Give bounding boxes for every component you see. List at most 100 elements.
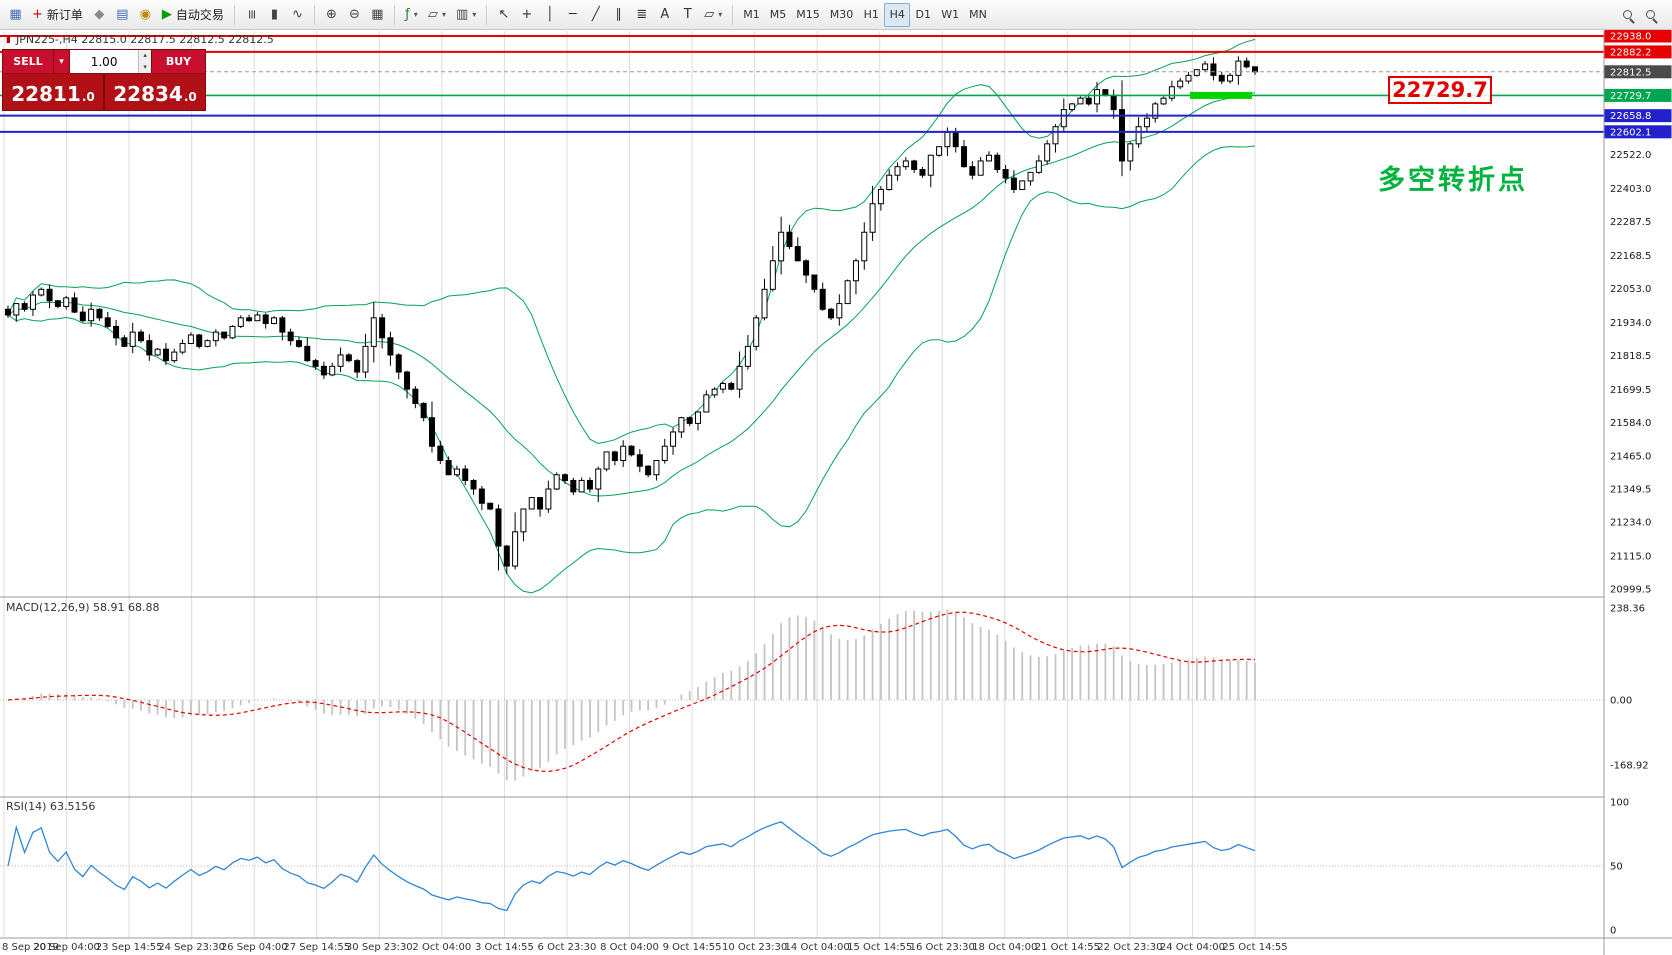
zoom-out-icon[interactable]: ⊖: [348, 7, 360, 22]
toolbar-separator: [233, 4, 235, 25]
svg-text:10 Oct 23:30: 10 Oct 23:30: [722, 942, 787, 953]
chart-window-icon[interactable]: ▦: [9, 7, 22, 22]
svg-text:2 Oct 04:00: 2 Oct 04:00: [412, 942, 471, 953]
svg-text:14 Oct 04:00: 14 Oct 04:00: [785, 942, 850, 953]
volume-decrease-button[interactable]: ▾: [139, 61, 151, 73]
volume-field[interactable]: ▴ ▾: [70, 50, 151, 73]
svg-text:22938.0: 22938.0: [1610, 32, 1651, 43]
toolbar-separator: [732, 4, 734, 25]
market-icon[interactable]: ▤: [116, 7, 129, 22]
chevron-down-icon: ▾: [718, 10, 723, 19]
one-click-trading-panel[interactable]: SELL ▾ ▴ ▾ BUY 22811.0 22834.0: [2, 49, 206, 111]
timeframe-m15[interactable]: M15: [796, 8, 820, 21]
svg-text:0: 0: [1610, 926, 1616, 937]
sell-button[interactable]: SELL: [3, 50, 53, 73]
svg-text:26 Sep 04:00: 26 Sep 04:00: [221, 942, 288, 953]
candlestick-icon[interactable]: ▮: [270, 7, 279, 22]
line-chart-icon[interactable]: ∿: [291, 7, 303, 22]
search-symbol-icon[interactable]: [1616, 3, 1639, 27]
chart-mini-icon: ▮: [6, 34, 11, 45]
svg-text:18 Oct 04:00: 18 Oct 04:00: [972, 942, 1037, 953]
timeframe-m5[interactable]: M5: [769, 8, 787, 21]
buy-button[interactable]: BUY: [152, 50, 205, 73]
sell-price[interactable]: 22811.0: [3, 74, 103, 110]
indicators-icon[interactable]: ƒ ▾: [405, 7, 418, 22]
price-annotation-box[interactable]: 22729.7: [1388, 76, 1492, 104]
chevron-down-icon: ▾: [441, 10, 446, 19]
data-window-icon[interactable]: [1639, 3, 1662, 27]
label-icon[interactable]: T: [683, 7, 692, 22]
toolbar-group-file: ▦ + 新订单 ◆ ▤ ◉ ▶ 自动交易: [4, 3, 229, 27]
shapes-icon[interactable]: ▱ ▾: [704, 7, 723, 22]
volume-increase-button[interactable]: ▴: [139, 50, 151, 62]
svg-text:8 Oct 04:00: 8 Oct 04:00: [600, 942, 659, 953]
timeframe-mn[interactable]: MN: [969, 8, 987, 21]
svg-text:21 Oct 14:55: 21 Oct 14:55: [1035, 942, 1100, 953]
volume-input[interactable]: [70, 50, 139, 73]
timeframe-m1[interactable]: M1: [743, 8, 760, 21]
svg-text:22053.0: 22053.0: [1610, 284, 1651, 295]
svg-text:22658.8: 22658.8: [1610, 111, 1651, 122]
rsi-indicator-label: RSI(14) 63.5156: [6, 800, 96, 813]
chevron-down-icon: ▾: [413, 10, 418, 19]
svg-text:21818.5: 21818.5: [1610, 351, 1651, 362]
toolbar-groups: ▦ + 新订单 ◆ ▤ ◉ ▶ 自动交易 ≡ ▮ ∿ ⊕ ⊖ ▦ ƒ ▾ ▱ ▾ ▥ ▾ ↖ + │ ─ ╱ ∥ ≣ A T ▱ ▾ M1 M5…: [4, 2, 1668, 27]
svg-text:21699.5: 21699.5: [1610, 385, 1651, 396]
magnifier-icon: [1623, 10, 1632, 19]
toolbar-group-insert: ƒ ▾ ▱ ▾ ▥ ▾: [400, 3, 481, 27]
new-order-button[interactable]: + 新订单: [32, 7, 83, 22]
auto-trading-button[interactable]: ▶ 自动交易: [161, 7, 224, 22]
zoom-in-icon[interactable]: ⊕: [325, 7, 337, 22]
main-toolbar: ▦ + 新订单 ◆ ▤ ◉ ▶ 自动交易 ≡ ▮ ∿ ⊕ ⊖ ▦ ƒ ▾ ▱ ▾ ▥ ▾ ↖ + │ ─ ╱ ∥ ≣ A T ▱ ▾ M1 M5…: [0, 0, 1672, 30]
trendline-icon[interactable]: ╱: [591, 7, 600, 22]
signals-icon[interactable]: ◉: [139, 7, 152, 22]
text-icon[interactable]: A: [660, 7, 670, 22]
expert-advisors-icon[interactable]: ◆: [94, 7, 105, 22]
svg-text:238.36: 238.36: [1610, 603, 1645, 614]
crosshair-icon[interactable]: +: [521, 7, 533, 22]
toolbar-group-chart-types: ≡ ▮ ∿: [240, 3, 309, 27]
svg-text:22812.5: 22812.5: [1610, 67, 1651, 78]
svg-text:3 Oct 14:55: 3 Oct 14:55: [475, 942, 534, 953]
timeframe-d1[interactable]: D1: [915, 8, 932, 21]
toolbar-group-zoom: ⊕ ⊖ ▦: [320, 3, 389, 27]
templates-icon[interactable]: ▥ ▾: [455, 7, 477, 22]
vertical-line-icon[interactable]: │: [545, 7, 554, 22]
toolbar-separator: [393, 4, 395, 25]
buy-price[interactable]: 22834.0: [105, 74, 205, 110]
channel-icon[interactable]: ∥: [615, 7, 623, 22]
macd-indicator-label: MACD(12,26,9) 58.91 68.88: [6, 601, 160, 614]
fibonacci-icon[interactable]: ≣: [636, 7, 648, 22]
timeframe-h4[interactable]: H4: [884, 2, 911, 27]
ohlc-bars-icon[interactable]: ≡: [243, 9, 259, 20]
svg-text:22882.2: 22882.2: [1610, 47, 1651, 58]
svg-text:20999.5: 20999.5: [1610, 585, 1651, 596]
svg-text:23 Sep 14:55: 23 Sep 14:55: [96, 942, 163, 953]
svg-text:22 Oct 23:30: 22 Oct 23:30: [1097, 942, 1162, 953]
order-type-dropdown[interactable]: ▾: [54, 50, 69, 73]
timeframe-w1[interactable]: W1: [941, 8, 960, 21]
svg-text:15 Oct 14:55: 15 Oct 14:55: [847, 942, 912, 953]
toolbar-group-right: [1616, 3, 1668, 27]
svg-text:50: 50: [1610, 862, 1623, 873]
toolbar-group-tools: ↖ + │ ─ ╱ ∥ ≣ A T ▱ ▾: [492, 3, 727, 27]
magnifier-icon: [1646, 10, 1655, 19]
timeframe-m30[interactable]: M30: [829, 8, 854, 21]
sell-price-frac: .0: [81, 90, 95, 104]
toolbar-group-timeframes: M1 M5 M15 M30 H1 H4 D1 W1 MN: [738, 2, 992, 27]
svg-text:24 Sep 23:30: 24 Sep 23:30: [158, 942, 225, 953]
timeframe-h1[interactable]: H1: [863, 8, 879, 21]
svg-text:24 Oct 04:00: 24 Oct 04:00: [1160, 942, 1225, 953]
svg-text:9 Oct 14:55: 9 Oct 14:55: [663, 942, 722, 953]
svg-text:21465.0: 21465.0: [1610, 452, 1651, 463]
objects-icon[interactable]: ▱ ▾: [427, 7, 446, 22]
horizontal-line-icon[interactable]: ─: [568, 7, 577, 22]
tile-windows-icon[interactable]: ▦: [371, 7, 384, 22]
buy-price-main: 22834: [113, 82, 183, 106]
toolbar-separator: [313, 4, 315, 25]
bull-bear-turning-point-annotation[interactable]: 多空转折点: [1378, 165, 1528, 196]
sell-price-main: 22811: [11, 82, 81, 106]
cursor-icon[interactable]: ↖: [498, 7, 510, 22]
